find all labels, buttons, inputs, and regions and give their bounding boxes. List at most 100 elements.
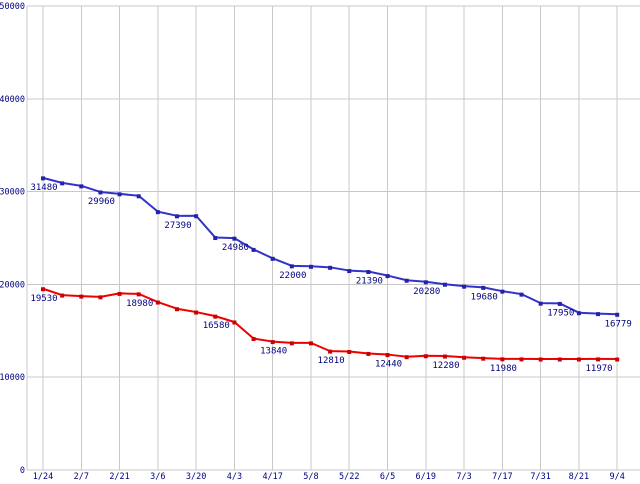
data-point-marker [423,354,428,359]
x-axis-tick-label: 5/8 [303,472,318,480]
data-point-marker [404,278,409,283]
data-point-marker [60,181,65,186]
x-axis-tick-label: 3/20 [186,472,206,480]
data-point-marker [366,351,371,356]
data-point-marker [79,184,84,189]
x-axis-tick-label: 7/17 [492,472,512,480]
x-axis-tick-label: 2/21 [109,472,129,480]
data-point-marker [194,310,199,315]
data-point-marker [155,300,160,305]
data-point-marker [213,314,218,319]
x-axis-tick-label: 3/6 [150,472,165,480]
data-point-marker [423,280,428,285]
data-point-marker [308,341,313,346]
point-value-label: 11970 [586,364,613,374]
data-point-marker [41,287,45,292]
data-point-marker [404,355,409,360]
data-point-marker [98,190,103,195]
point-value-label: 31480 [30,183,57,193]
data-point-marker [155,210,160,215]
data-point-marker [98,295,103,300]
data-point-marker [232,320,237,325]
point-value-label: 22000 [279,271,306,281]
x-axis-tick-label: 8/21 [569,472,589,480]
data-point-marker [366,270,371,275]
point-value-label: 29960 [88,197,115,207]
data-point-marker [557,357,562,362]
data-point-marker [442,354,447,359]
data-point-marker [117,192,122,197]
data-point-marker [576,311,581,316]
point-value-label: 12810 [318,356,345,366]
point-value-label: 24980 [222,243,249,253]
x-axis-tick-label: 4/3 [227,472,242,480]
point-value-label: 16779 [605,319,632,329]
data-point-marker [213,236,218,241]
point-value-label: 13840 [260,347,287,357]
data-point-marker [576,357,581,362]
data-point-marker [481,285,486,290]
data-point-marker [136,194,141,199]
x-axis-tick-label: 7/3 [456,472,471,480]
data-point-marker [500,357,505,362]
x-axis-tick-label: 5/22 [339,472,359,480]
data-point-marker [596,312,601,317]
data-point-marker [385,353,390,358]
data-point-marker [328,349,333,354]
data-point-marker [385,274,390,279]
point-value-label: 18980 [126,299,153,309]
point-value-label: 21390 [356,277,383,287]
data-point-marker [615,312,620,317]
y-axis-tick-label: 40000 [0,95,25,105]
y-axis-tick-label: 30000 [0,188,25,198]
data-point-marker [462,355,467,360]
data-point-marker [328,265,333,270]
data-point-marker [519,357,524,362]
x-axis-tick-label: 2/7 [74,472,89,480]
x-axis-tick-label: 6/19 [416,472,436,480]
data-point-marker [481,356,486,361]
data-point-marker [557,301,562,306]
x-axis-tick-label: 1/24 [33,472,53,480]
data-point-marker [174,214,179,219]
data-point-marker [500,289,505,294]
data-point-marker [538,357,543,362]
data-point-marker [596,357,601,362]
data-point-marker [462,284,467,289]
y-axis-tick-label: 20000 [0,280,25,290]
y-axis-tick-label: 50000 [0,2,25,12]
data-point-marker [289,264,294,269]
x-axis-tick-label: 9/4 [610,472,625,480]
point-value-label: 19530 [30,294,57,304]
data-point-marker [117,291,122,296]
data-point-marker [289,341,294,346]
point-value-label: 20280 [413,287,440,297]
data-point-marker [136,292,141,297]
y-axis-tick-label: 0 [20,466,25,476]
data-point-marker [41,176,45,181]
data-point-marker [194,214,199,219]
data-point-marker [251,247,256,252]
data-point-marker [308,264,313,269]
data-point-marker [442,282,447,287]
data-point-marker [251,337,256,342]
point-value-label: 11980 [490,364,517,374]
data-point-marker [347,349,352,354]
data-point-marker [232,236,237,241]
x-axis-tick-label: 4/17 [262,472,282,480]
data-point-marker [79,294,84,299]
x-axis-tick-label: 6/5 [380,472,395,480]
data-point-marker [174,307,179,312]
point-value-label: 17950 [547,308,574,318]
data-point-marker [538,301,543,306]
point-value-label: 16580 [203,321,230,331]
data-point-marker [347,269,352,274]
data-point-marker [615,357,620,362]
point-value-label: 19680 [471,292,498,302]
point-value-label: 12440 [375,360,402,370]
data-point-marker [519,292,524,297]
x-axis-tick-label: 7/31 [530,472,550,480]
point-value-label: 27390 [164,221,191,231]
